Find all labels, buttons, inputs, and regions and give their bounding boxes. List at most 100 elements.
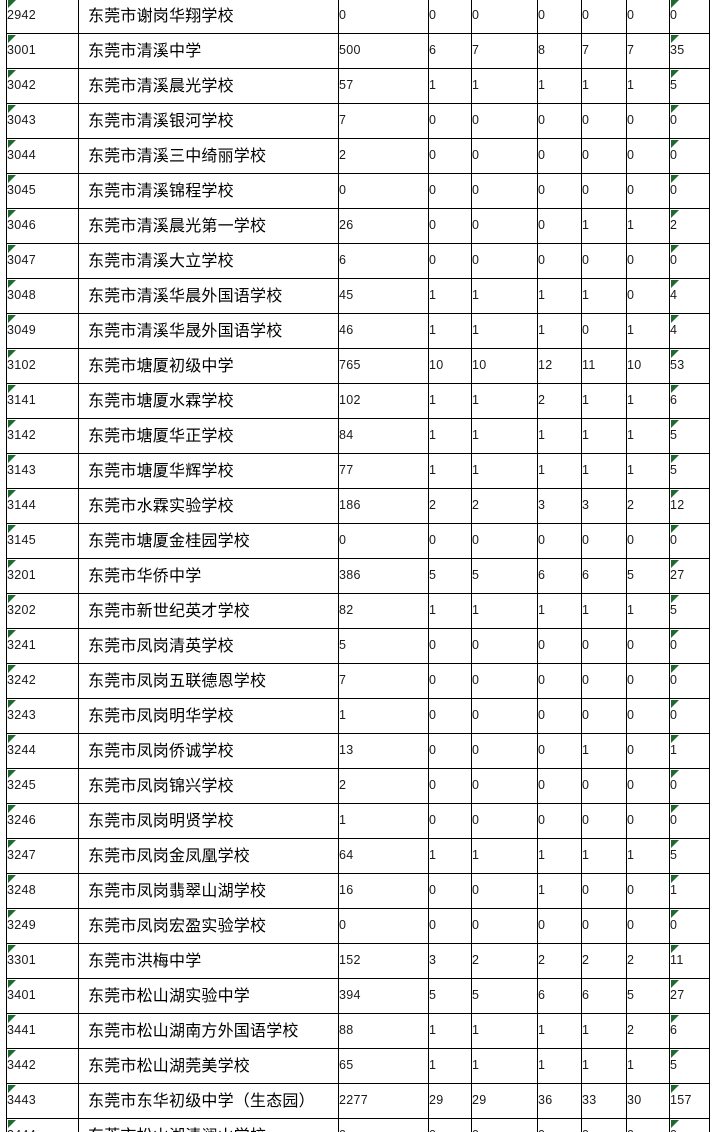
cell-value-column-1[interactable]: 6 (428, 33, 472, 69)
cell-sum-column[interactable]: 5 (669, 68, 710, 104)
cell-sum-column[interactable]: 0 (669, 768, 710, 804)
table-row[interactable]: 2942 东莞市谢岗华翔学校 0 0 0 0 0 0 0 (6, 0, 710, 34)
cell-value-column-3[interactable]: 1 (537, 873, 582, 909)
cell-value-column-2[interactable]: 0 (471, 173, 538, 209)
table-row[interactable]: 3242 东莞市凤岗五联德恩学校 7 0 0 0 0 0 0 (6, 663, 710, 699)
cell-school-code[interactable]: 3044 (6, 138, 79, 174)
cell-value-column-5[interactable]: 5 (626, 978, 670, 1014)
cell-school-name[interactable]: 东莞市塘厦华辉学校 (78, 453, 339, 489)
cell-sum-column[interactable]: 0 (669, 243, 710, 279)
cell-value-column-4[interactable]: 1 (581, 208, 627, 244)
cell-value-column-2[interactable]: 5 (471, 558, 538, 594)
cell-school-name[interactable]: 东莞市凤岗清英学校 (78, 628, 339, 664)
cell-school-code[interactable]: 3247 (6, 838, 79, 874)
cell-value-column-4[interactable]: 0 (581, 173, 627, 209)
table-row[interactable]: 3443 东莞市东华初级中学（生态园） 2277 29 29 36 33 30 157 (6, 1083, 710, 1119)
cell-value-column-2[interactable]: 0 (471, 138, 538, 174)
cell-value-column-1[interactable]: 2 (428, 488, 472, 524)
cell-school-name[interactable]: 东莞市新世纪英才学校 (78, 593, 339, 629)
cell-value-column-1[interactable]: 0 (428, 523, 472, 559)
cell-sum-column[interactable]: 35 (669, 33, 710, 69)
cell-value-column-4[interactable]: 33 (581, 1083, 627, 1119)
cell-school-name[interactable]: 东莞市水霖实验学校 (78, 488, 339, 524)
cell-school-name[interactable]: 东莞市塘厦初级中学 (78, 348, 339, 384)
cell-school-code[interactable]: 3444 (6, 1118, 79, 1132)
cell-value-column-1[interactable]: 0 (428, 138, 472, 174)
cell-value-column-4[interactable]: 1 (581, 593, 627, 629)
cell-sum-column[interactable]: 1 (669, 733, 710, 769)
cell-total-column[interactable]: 186 (338, 488, 429, 524)
cell-value-column-1[interactable]: 0 (428, 803, 472, 839)
table-row[interactable]: 3247 东莞市凤岗金凤凰学校 64 1 1 1 1 1 5 (6, 838, 710, 874)
table-row[interactable]: 3047 东莞市清溪大立学校 6 0 0 0 0 0 0 (6, 243, 710, 279)
cell-value-column-2[interactable]: 0 (471, 908, 538, 944)
table-row[interactable]: 3102 东莞市塘厦初级中学 765 10 10 12 11 10 53 (6, 348, 710, 384)
cell-value-column-3[interactable]: 2 (537, 943, 582, 979)
cell-school-name[interactable]: 东莞市松山湖莞美学校 (78, 1048, 339, 1084)
cell-total-column[interactable]: 88 (338, 1013, 429, 1049)
cell-value-column-2[interactable]: 1 (471, 383, 538, 419)
cell-value-column-2[interactable]: 1 (471, 593, 538, 629)
table-row[interactable]: 3301 东莞市洪梅中学 152 3 2 2 2 2 11 (6, 943, 710, 979)
cell-value-column-2[interactable]: 2 (471, 943, 538, 979)
cell-value-column-4[interactable]: 0 (581, 873, 627, 909)
table-row[interactable]: 3442 东莞市松山湖莞美学校 65 1 1 1 1 1 5 (6, 1048, 710, 1084)
cell-total-column[interactable]: 1 (338, 803, 429, 839)
cell-total-column[interactable]: 0 (338, 173, 429, 209)
cell-value-column-4[interactable]: 0 (581, 663, 627, 699)
cell-value-column-2[interactable]: 0 (471, 698, 538, 734)
cell-sum-column[interactable]: 12 (669, 488, 710, 524)
cell-value-column-3[interactable]: 0 (537, 628, 582, 664)
cell-value-column-2[interactable]: 0 (471, 873, 538, 909)
cell-total-column[interactable]: 7 (338, 103, 429, 139)
cell-value-column-2[interactable]: 1 (471, 313, 538, 349)
table-row[interactable]: 3441 东莞市松山湖南方外国语学校 88 1 1 1 1 2 6 (6, 1013, 710, 1049)
cell-value-column-4[interactable]: 0 (581, 0, 627, 34)
cell-total-column[interactable]: 57 (338, 68, 429, 104)
table-row[interactable]: 3141 东莞市塘厦水霖学校 102 1 1 2 1 1 6 (6, 383, 710, 419)
cell-school-name[interactable]: 东莞市东华初级中学（生态园） (78, 1083, 339, 1119)
cell-school-name[interactable]: 东莞市洪梅中学 (78, 943, 339, 979)
cell-value-column-1[interactable]: 1 (428, 1013, 472, 1049)
cell-value-column-4[interactable]: 0 (581, 908, 627, 944)
cell-total-column[interactable]: 82 (338, 593, 429, 629)
cell-value-column-4[interactable]: 6 (581, 558, 627, 594)
table-row[interactable]: 3401 东莞市松山湖实验中学 394 5 5 6 6 5 27 (6, 978, 710, 1014)
cell-school-name[interactable]: 东莞市清溪锦程学校 (78, 173, 339, 209)
cell-value-column-5[interactable]: 2 (626, 488, 670, 524)
cell-total-column[interactable]: 7 (338, 663, 429, 699)
cell-value-column-3[interactable]: 0 (537, 908, 582, 944)
cell-value-column-4[interactable]: 1 (581, 1013, 627, 1049)
cell-value-column-2[interactable]: 5 (471, 978, 538, 1014)
cell-value-column-1[interactable]: 0 (428, 103, 472, 139)
table-row[interactable]: 3001 东莞市清溪中学 500 6 7 8 7 7 35 (6, 33, 710, 69)
cell-sum-column[interactable]: 1 (669, 873, 710, 909)
table-row[interactable]: 3142 东莞市塘厦华正学校 84 1 1 1 1 1 5 (6, 418, 710, 454)
cell-value-column-4[interactable]: 3 (581, 488, 627, 524)
cell-sum-column[interactable]: 0 (669, 138, 710, 174)
cell-sum-column[interactable]: 4 (669, 278, 710, 314)
cell-value-column-5[interactable]: 0 (626, 278, 670, 314)
cell-value-column-1[interactable]: 0 (428, 873, 472, 909)
cell-sum-column[interactable]: 157 (669, 1083, 710, 1119)
cell-sum-column[interactable]: 53 (669, 348, 710, 384)
cell-school-name[interactable]: 东莞市凤岗明贤学校 (78, 803, 339, 839)
cell-school-name[interactable]: 东莞市松山湖清澜山学校 (78, 1118, 339, 1132)
cell-value-column-1[interactable]: 1 (428, 68, 472, 104)
cell-value-column-5[interactable]: 0 (626, 138, 670, 174)
cell-value-column-5[interactable]: 0 (626, 768, 670, 804)
table-row[interactable]: 3444 东莞市松山湖清澜山学校 0 0 0 0 0 0 0 (6, 1118, 710, 1132)
cell-value-column-5[interactable]: 0 (626, 243, 670, 279)
table-row[interactable]: 3201 东莞市华侨中学 386 5 5 6 6 5 27 (6, 558, 710, 594)
cell-value-column-1[interactable]: 1 (428, 838, 472, 874)
cell-school-code[interactable]: 3145 (6, 523, 79, 559)
cell-value-column-3[interactable]: 0 (537, 523, 582, 559)
cell-value-column-1[interactable]: 1 (428, 453, 472, 489)
cell-school-name[interactable]: 东莞市清溪华晨外国语学校 (78, 278, 339, 314)
cell-value-column-3[interactable]: 0 (537, 138, 582, 174)
cell-total-column[interactable]: 26 (338, 208, 429, 244)
cell-value-column-1[interactable]: 0 (428, 628, 472, 664)
cell-value-column-1[interactable]: 1 (428, 278, 472, 314)
cell-value-column-3[interactable]: 1 (537, 1013, 582, 1049)
cell-value-column-3[interactable]: 36 (537, 1083, 582, 1119)
